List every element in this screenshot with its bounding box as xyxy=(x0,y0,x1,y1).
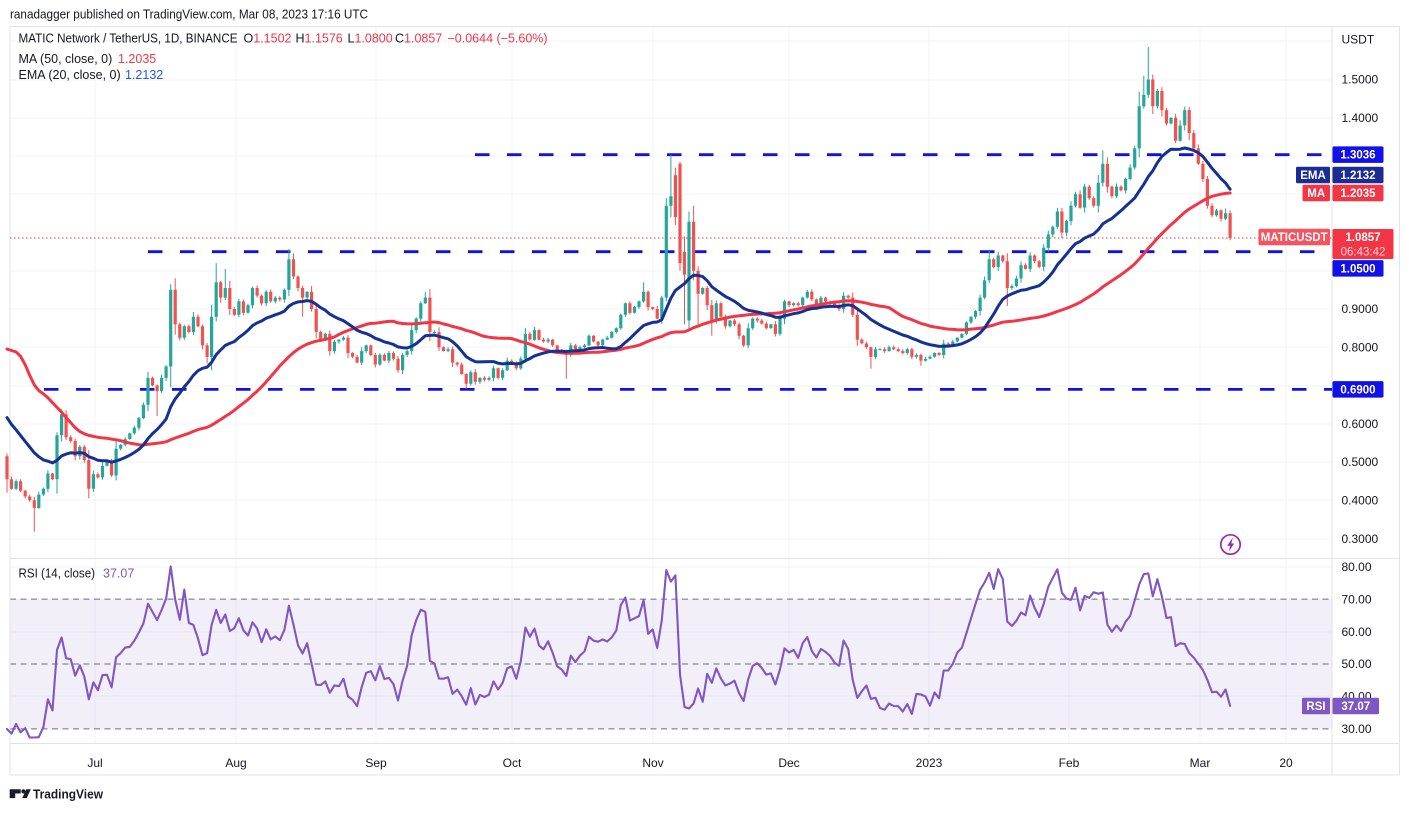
svg-text:Aug: Aug xyxy=(225,756,246,770)
svg-text:2023: 2023 xyxy=(916,756,943,770)
svg-text:Feb: Feb xyxy=(1059,756,1080,770)
svg-text:Oct: Oct xyxy=(503,756,522,770)
svg-text:20: 20 xyxy=(1279,756,1293,770)
svg-text:RSI (14, close): RSI (14, close) xyxy=(19,567,96,581)
svg-text:0.6000: 0.6000 xyxy=(1342,417,1379,431)
svg-text:Jul: Jul xyxy=(87,756,102,770)
svg-text:30.00: 30.00 xyxy=(1342,722,1372,736)
svg-text:0.9000: 0.9000 xyxy=(1342,302,1379,316)
svg-text:06:43:42: 06:43:42 xyxy=(1341,247,1386,259)
svg-text:1.5000: 1.5000 xyxy=(1342,73,1379,87)
svg-text:EMA (20, close, 0)1.2132: EMA (20, close, 0) 1.2132 xyxy=(19,68,164,82)
svg-text:50.00: 50.00 xyxy=(1342,657,1372,671)
svg-text:0.8000: 0.8000 xyxy=(1342,341,1379,355)
svg-text:1.0857: 1.0857 xyxy=(1345,232,1380,244)
svg-text:37.07: 37.07 xyxy=(1341,701,1370,713)
svg-text:Mar: Mar xyxy=(1190,756,1211,770)
svg-text:Nov: Nov xyxy=(642,756,663,770)
svg-text:1.4000: 1.4000 xyxy=(1342,111,1379,125)
svg-text:37.07: 37.07 xyxy=(103,567,134,581)
svg-text:1.2132: 1.2132 xyxy=(1340,170,1375,182)
svg-text:Sep: Sep xyxy=(365,756,387,770)
svg-text:0.3000: 0.3000 xyxy=(1342,532,1379,546)
svg-text:MATICUSDT: MATICUSDT xyxy=(1261,232,1328,244)
svg-text:ranadagger published on Tradin: ranadagger published on TradingView.com,… xyxy=(10,8,368,22)
svg-text:1.2035: 1.2035 xyxy=(1340,188,1376,200)
svg-text:TradingView: TradingView xyxy=(33,786,104,801)
svg-text:0.6900: 0.6900 xyxy=(1340,384,1375,396)
svg-text:1.0500: 1.0500 xyxy=(1340,263,1375,275)
svg-text:60.00: 60.00 xyxy=(1342,625,1372,639)
svg-text:USDT: USDT xyxy=(1342,33,1375,47)
svg-text:MA: MA xyxy=(1307,188,1325,200)
svg-text:70.00: 70.00 xyxy=(1342,592,1372,606)
svg-text:RSI: RSI xyxy=(1306,701,1325,713)
svg-text:MATIC Network / TetherUS, 1D,: MATIC Network / TetherUS, 1D, BINANCE O1.… xyxy=(19,32,548,46)
svg-text:0.4000: 0.4000 xyxy=(1342,494,1379,508)
svg-text:80.00: 80.00 xyxy=(1342,560,1372,574)
svg-text:MA (50, close, 0)1.2035: MA (50, close, 0) 1.2035 xyxy=(19,52,157,66)
svg-text:0.5000: 0.5000 xyxy=(1342,455,1379,469)
svg-text:Dec: Dec xyxy=(778,756,799,770)
svg-text:EMA: EMA xyxy=(1300,170,1326,182)
svg-text:1.3036: 1.3036 xyxy=(1340,150,1375,162)
